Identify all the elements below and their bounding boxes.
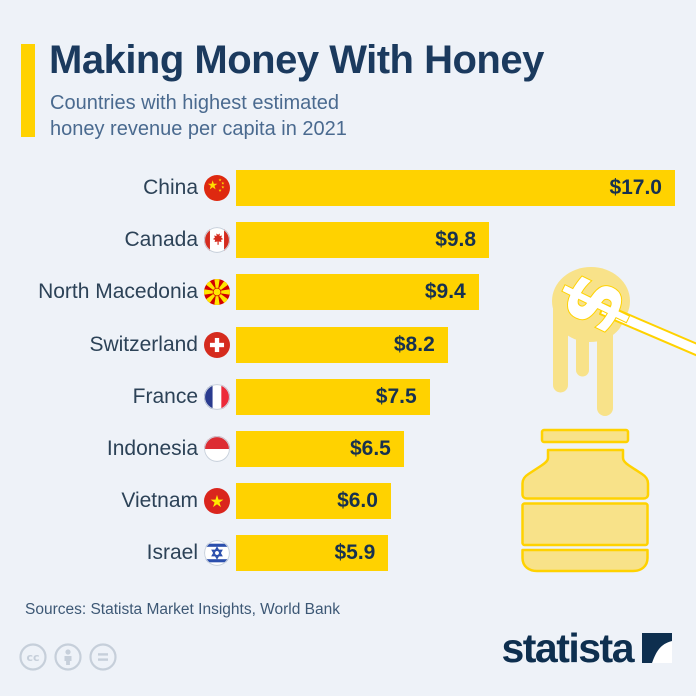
attribution-icon [54,643,82,671]
bar-chart: China $17.0 Canada $9.8 North Macedonia … [0,162,696,580]
value-bar: $8.2 [236,326,448,363]
country-label: Canada [124,228,198,252]
country-label: China [143,176,198,200]
sources-note: Sources: Statista Market Insights, World… [25,601,341,618]
country-label: France [132,384,198,408]
value-bar: $6.5 [236,431,404,468]
value-bar: $6.0 [236,483,391,520]
flag-switzerland-icon [204,331,230,358]
chart-row: France $7.5 [0,371,696,423]
value-bar: $9.4 [236,274,479,311]
bar-value-label: $8.2 [393,332,435,356]
bar-value-label: $9.8 [435,228,477,252]
country-label: Vietnam [121,489,198,513]
flag-china-icon [204,175,230,202]
flag-vietnam-icon [204,488,230,515]
cc-license-icons: cc [19,643,117,671]
cc-icon: cc [19,643,47,671]
statista-wordmark: statista [501,625,634,671]
chart-row: Israel $5.9 [0,527,696,579]
value-bar: $17.0 [236,170,675,207]
chart-row: Vietnam $6.0 [0,475,696,527]
value-bar: $5.9 [236,535,389,572]
equal-icon [89,643,117,671]
country-label: North Macedonia [38,280,198,304]
honey-jar [521,428,650,573]
honey-blob [552,267,630,416]
chart-row: Switzerland $8.2 [0,319,696,371]
page-title: Making Money With Honey [49,38,544,82]
subtitle-line-1: Countries with highest estimated [50,92,340,114]
dipper-stick [599,303,696,357]
jar-shoulder [521,448,650,500]
bar-value-label: $6.5 [349,437,391,461]
statista-logo-mark [642,633,672,663]
value-bar: $7.5 [236,378,430,415]
value-bar: $9.8 [236,222,490,259]
country-label: Indonesia [106,437,198,461]
bar-value-label: $5.9 [334,541,376,565]
country-label: Israel [146,541,198,565]
statista-logo: statista [501,625,672,671]
chart-row: Indonesia $6.5 [0,423,696,475]
bar-value-label: $9.4 [424,280,466,304]
honey-dipper-jar-illustration: $ [521,258,696,573]
bar-value-label: $17.0 [609,176,662,200]
title-accent-bar [21,44,35,137]
page-subtitle: Countries with highest estimated honey r… [50,90,610,142]
subtitle-line-2: honey revenue per capita in 2021 [50,118,347,140]
svg-text:cc: cc [26,651,39,664]
jar-bottom [521,548,649,573]
jar-body [521,502,649,547]
flag-france-icon [204,383,230,410]
bar-value-label: $6.0 [337,489,378,513]
flag-indonesia-icon [204,436,230,463]
chart-row: China $17.0 [0,162,696,214]
chart-row: North Macedonia $9.4 [0,266,696,318]
chart-row: Canada $9.8 [0,214,696,266]
country-label: Switzerland [89,332,198,356]
flag-israel-icon [204,540,230,567]
bar-value-label: $7.5 [375,384,417,408]
flag-canada-icon [204,227,230,254]
jar-lid [540,428,630,444]
flag-north-macedonia-icon [204,279,230,306]
